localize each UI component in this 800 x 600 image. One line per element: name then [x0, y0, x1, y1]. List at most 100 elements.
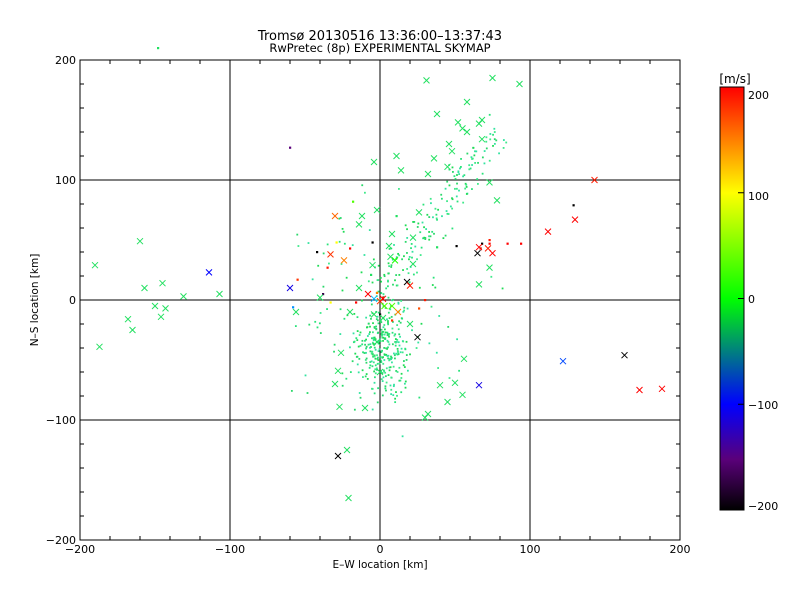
data-dot	[458, 189, 460, 192]
data-dot	[399, 335, 401, 338]
data-dot	[448, 168, 451, 171]
data-dot	[297, 245, 300, 247]
data-dot	[396, 324, 399, 327]
data-cross	[373, 338, 381, 346]
colorbar-label: [m/s]	[719, 72, 750, 86]
data-dot	[381, 372, 384, 375]
data-cross	[216, 290, 223, 298]
data-dot	[377, 350, 380, 353]
data-dot	[382, 376, 385, 379]
data-cross	[369, 261, 376, 269]
data-cross	[327, 251, 334, 258]
data-dot	[326, 308, 328, 310]
data-dot	[374, 364, 377, 367]
data-dot	[386, 355, 389, 357]
data-dot	[404, 386, 407, 389]
data-dot	[356, 339, 359, 342]
data-dot	[380, 378, 383, 381]
data-dot	[394, 341, 397, 344]
data-dot	[418, 307, 421, 310]
data-cross	[388, 230, 396, 238]
data-dot	[422, 237, 425, 240]
data-dot	[446, 200, 448, 203]
data-dot	[361, 299, 363, 302]
data-dot	[414, 245, 417, 248]
data-dot	[383, 333, 386, 336]
data-dot	[382, 293, 385, 295]
data-dot	[341, 384, 344, 387]
data-dot	[444, 234, 447, 237]
data-dot	[392, 283, 394, 286]
data-dot	[392, 321, 394, 323]
data-dot	[421, 221, 424, 224]
data-dot	[369, 325, 371, 328]
data-dot	[361, 343, 364, 346]
data-dot	[451, 198, 454, 201]
data-dot	[376, 362, 379, 365]
data-cross	[475, 281, 483, 288]
data-dot	[381, 394, 384, 397]
data-dot	[383, 347, 386, 349]
data-cross	[475, 381, 483, 389]
data-cross	[361, 404, 369, 412]
data-dot	[387, 333, 390, 336]
data-dot	[446, 212, 449, 215]
data-dot	[380, 370, 383, 373]
data-dot	[364, 339, 366, 342]
data-dot	[371, 341, 374, 344]
data-dot	[380, 351, 383, 353]
data-dot	[388, 333, 391, 335]
data-dot	[379, 298, 382, 301]
data-dot	[394, 338, 397, 340]
data-dot	[390, 358, 393, 361]
data-cross	[91, 261, 99, 269]
data-dot	[358, 392, 361, 394]
data-dot	[356, 363, 359, 366]
data-dot	[456, 174, 458, 176]
data-dot	[390, 393, 393, 396]
y-tick-label: −100	[46, 414, 76, 427]
data-dot	[367, 343, 370, 346]
data-dot	[369, 361, 372, 363]
data-cross	[336, 403, 343, 411]
data-dot	[377, 322, 380, 325]
data-cross	[286, 284, 294, 292]
data-cross	[460, 355, 468, 363]
data-dot	[382, 336, 385, 339]
data-dot	[425, 228, 428, 230]
data-dot	[372, 361, 375, 364]
data-dot	[502, 147, 505, 149]
data-dot	[426, 213, 429, 216]
data-dot	[387, 357, 390, 360]
data-dot	[371, 365, 374, 368]
data-dot	[492, 145, 494, 147]
data-dot	[488, 242, 491, 245]
data-dot	[372, 339, 375, 342]
data-dot	[483, 150, 486, 152]
data-dot	[376, 401, 379, 404]
data-dot	[363, 352, 366, 354]
data-dot	[393, 244, 395, 246]
data-dot	[157, 47, 160, 50]
data-dot	[373, 381, 376, 384]
data-dot	[382, 356, 384, 359]
data-dot	[396, 284, 399, 287]
data-dot	[447, 325, 450, 328]
data-dot	[388, 343, 391, 346]
data-dot	[400, 300, 403, 302]
data-dot	[411, 250, 414, 253]
data-dot	[430, 305, 433, 308]
data-dot	[364, 343, 367, 346]
data-dot	[469, 167, 472, 170]
data-dot	[464, 182, 467, 185]
data-dot	[371, 387, 374, 390]
data-cross	[571, 216, 579, 223]
data-cross	[157, 313, 165, 321]
data-dot	[481, 172, 484, 175]
data-dot	[377, 356, 379, 359]
data-cross	[345, 494, 352, 502]
data-dot	[383, 324, 386, 326]
data-dot	[429, 235, 432, 238]
data-cross	[591, 176, 598, 184]
data-cross	[162, 305, 169, 312]
